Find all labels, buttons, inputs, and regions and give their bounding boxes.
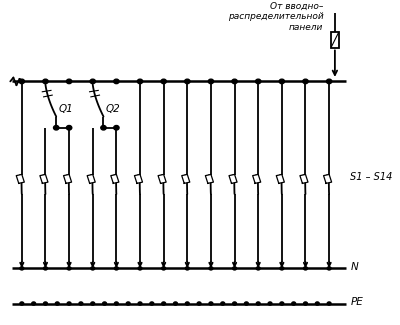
Circle shape (44, 302, 47, 305)
Circle shape (150, 302, 154, 305)
Circle shape (162, 267, 166, 270)
Polygon shape (16, 175, 24, 183)
Circle shape (197, 302, 201, 305)
Circle shape (185, 79, 190, 84)
Circle shape (256, 302, 260, 305)
Circle shape (209, 267, 213, 270)
Circle shape (174, 302, 177, 305)
Circle shape (67, 302, 71, 305)
Text: N: N (350, 262, 358, 272)
Circle shape (209, 302, 213, 305)
Circle shape (44, 267, 47, 270)
Circle shape (256, 267, 260, 270)
Circle shape (91, 302, 95, 305)
Circle shape (114, 302, 118, 305)
Circle shape (244, 302, 248, 305)
Circle shape (185, 302, 189, 305)
Text: распределительной: распределительной (228, 12, 323, 21)
Circle shape (138, 302, 142, 305)
Text: Q1: Q1 (58, 104, 73, 113)
Polygon shape (300, 175, 308, 183)
Polygon shape (205, 175, 214, 183)
Circle shape (101, 125, 106, 130)
Circle shape (20, 267, 24, 270)
Circle shape (233, 267, 236, 270)
Circle shape (327, 302, 331, 305)
Circle shape (19, 79, 24, 84)
Circle shape (185, 267, 189, 270)
Circle shape (67, 267, 71, 270)
Text: Q2: Q2 (106, 104, 120, 113)
Circle shape (32, 302, 36, 305)
Circle shape (162, 302, 166, 305)
Circle shape (233, 302, 236, 305)
Circle shape (208, 79, 214, 84)
Circle shape (327, 267, 331, 270)
Circle shape (280, 267, 284, 270)
Polygon shape (158, 175, 166, 183)
Bar (331, 32, 339, 47)
Circle shape (138, 267, 142, 270)
Circle shape (256, 79, 261, 84)
Text: S1 – S14: S1 – S14 (350, 172, 393, 182)
Polygon shape (64, 175, 72, 183)
Circle shape (292, 302, 296, 305)
Text: От вводно–: От вводно– (270, 2, 323, 11)
Circle shape (315, 302, 319, 305)
Text: панели: панели (289, 22, 323, 32)
Circle shape (221, 302, 225, 305)
Circle shape (114, 125, 119, 130)
Circle shape (20, 302, 24, 305)
Circle shape (161, 79, 166, 84)
Polygon shape (229, 175, 237, 183)
Circle shape (91, 267, 95, 270)
Polygon shape (324, 175, 332, 183)
Circle shape (54, 125, 59, 130)
Circle shape (303, 79, 308, 84)
Circle shape (114, 79, 119, 84)
Circle shape (66, 125, 72, 130)
Polygon shape (40, 175, 48, 183)
Circle shape (66, 79, 72, 84)
Circle shape (279, 79, 284, 84)
Polygon shape (253, 175, 261, 183)
Circle shape (326, 79, 332, 84)
Polygon shape (134, 175, 142, 183)
Text: PE: PE (350, 297, 363, 307)
Circle shape (90, 79, 96, 84)
Circle shape (137, 79, 143, 84)
Polygon shape (182, 175, 190, 183)
Polygon shape (87, 175, 95, 183)
Circle shape (43, 79, 48, 84)
Circle shape (280, 302, 284, 305)
Circle shape (268, 302, 272, 305)
Circle shape (304, 267, 308, 270)
Circle shape (103, 302, 106, 305)
Polygon shape (111, 175, 119, 183)
Circle shape (232, 79, 237, 84)
Polygon shape (276, 175, 284, 183)
Circle shape (114, 267, 118, 270)
Circle shape (304, 302, 308, 305)
Circle shape (126, 302, 130, 305)
Circle shape (55, 302, 59, 305)
Circle shape (79, 302, 83, 305)
